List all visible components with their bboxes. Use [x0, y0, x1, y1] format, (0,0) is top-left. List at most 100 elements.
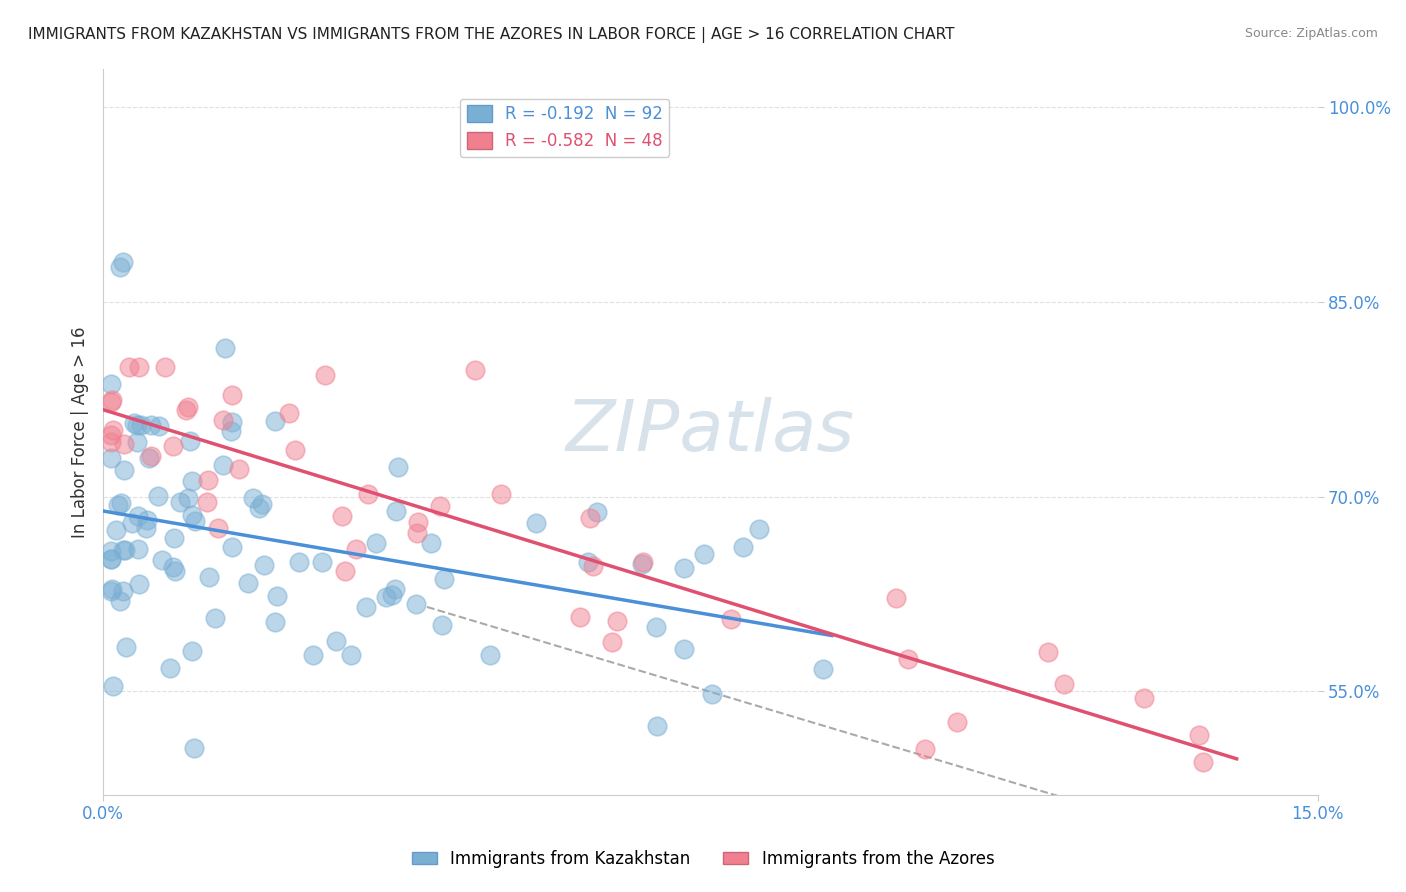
Immigrants from the Azores [197, 473, 219, 487]
Immigrants from Kazakhstan [381, 588, 404, 602]
Immigrants from Kazakhstan [100, 552, 122, 566]
Immigrants from Kazakhstan [122, 417, 145, 431]
Immigrants from Kazakhstan [645, 620, 668, 634]
Immigrants from Kazakhstan [121, 516, 143, 531]
Immigrants from Kazakhstan [702, 687, 724, 701]
Immigrants from Kazakhstan [180, 474, 202, 488]
Immigrants from Kazakhstan [287, 556, 309, 570]
Immigrants from Kazakhstan [387, 460, 409, 475]
Immigrants from Kazakhstan [301, 648, 323, 662]
Immigrants from the Azores [1188, 728, 1211, 742]
Immigrants from the Azores [141, 450, 163, 464]
Immigrants from the Azores [406, 525, 429, 540]
Immigrants from Kazakhstan [176, 491, 198, 506]
Immigrants from the Azores [228, 462, 250, 476]
Immigrants from Kazakhstan [159, 660, 181, 674]
Immigrants from Kazakhstan [432, 618, 454, 632]
Immigrants from the Azores [568, 610, 591, 624]
Immigrants from Kazakhstan [135, 520, 157, 534]
Immigrants from Kazakhstan [165, 565, 187, 579]
Immigrants from Kazakhstan [364, 536, 387, 550]
Immigrants from Kazakhstan [576, 556, 599, 570]
Immigrants from Kazakhstan [354, 599, 377, 614]
Immigrants from the Azores [633, 555, 655, 569]
Immigrants from Kazakhstan [374, 590, 396, 604]
Immigrants from the Azores [112, 437, 135, 451]
Immigrants from Kazakhstan [100, 583, 122, 598]
Immigrants from Kazakhstan [405, 597, 427, 611]
Immigrants from Kazakhstan [242, 491, 264, 505]
Immigrants from the Azores [330, 509, 353, 524]
Immigrants from the Azores [1192, 755, 1215, 769]
Immigrants from Kazakhstan [384, 504, 406, 518]
Immigrants from Kazakhstan [524, 516, 547, 531]
Immigrants from Kazakhstan [183, 740, 205, 755]
Immigrants from Kazakhstan [146, 490, 169, 504]
Immigrants from the Azores [221, 387, 243, 401]
Immigrants from Kazakhstan [127, 541, 149, 556]
Immigrants from the Azores [195, 495, 218, 509]
Immigrants from the Azores [100, 434, 122, 449]
Immigrants from Kazakhstan [181, 644, 204, 658]
Immigrants from Kazakhstan [325, 634, 347, 648]
Legend: R = -0.192  N = 92, R = -0.582  N = 48: R = -0.192 N = 92, R = -0.582 N = 48 [460, 99, 669, 157]
Immigrants from the Azores [1038, 645, 1060, 659]
Immigrants from Kazakhstan [100, 377, 122, 392]
Immigrants from Kazakhstan [162, 559, 184, 574]
Immigrants from the Azores [429, 499, 451, 513]
Immigrants from Kazakhstan [136, 513, 159, 527]
Immigrants from the Azores [946, 715, 969, 730]
Immigrants from the Azores [582, 558, 605, 573]
Immigrants from Kazakhstan [236, 575, 259, 590]
Immigrants from Kazakhstan [111, 255, 134, 269]
Immigrants from Kazakhstan [179, 434, 201, 449]
Immigrants from the Azores [914, 742, 936, 756]
Immigrants from Kazakhstan [184, 514, 207, 528]
Immigrants from Kazakhstan [419, 536, 441, 550]
Immigrants from the Azores [356, 487, 378, 501]
Immigrants from the Azores [314, 368, 336, 382]
Immigrants from Kazakhstan [108, 260, 131, 274]
Immigrants from Kazakhstan [748, 522, 770, 536]
Immigrants from the Azores [897, 652, 920, 666]
Immigrants from Kazakhstan [631, 557, 654, 571]
Immigrants from Kazakhstan [100, 552, 122, 566]
Immigrants from the Azores [212, 412, 235, 426]
Immigrants from the Azores [720, 612, 742, 626]
Immigrants from Kazakhstan [139, 417, 162, 432]
Immigrants from Kazakhstan [211, 458, 233, 472]
Immigrants from Kazakhstan [107, 498, 129, 512]
Immigrants from Kazakhstan [111, 584, 134, 599]
Immigrants from the Azores [101, 392, 124, 407]
Immigrants from the Azores [579, 511, 602, 525]
Immigrants from Kazakhstan [733, 540, 755, 554]
Immigrants from the Azores [162, 439, 184, 453]
Immigrants from Kazakhstan [264, 414, 287, 428]
Immigrants from Kazakhstan [127, 508, 149, 523]
Immigrants from the Azores [118, 359, 141, 374]
Immigrants from the Azores [100, 394, 122, 409]
Immigrants from Kazakhstan [104, 523, 127, 537]
Immigrants from Kazakhstan [221, 540, 243, 554]
Immigrants from Kazakhstan [131, 418, 153, 433]
Immigrants from Kazakhstan [169, 495, 191, 509]
Immigrants from Kazakhstan [114, 543, 136, 558]
Immigrants from the Azores [128, 359, 150, 374]
Immigrants from Kazakhstan [311, 555, 333, 569]
Immigrants from Kazakhstan [645, 719, 668, 733]
Immigrants from Kazakhstan [263, 615, 285, 630]
Immigrants from the Azores [103, 423, 125, 437]
Text: ZIPatlas: ZIPatlas [565, 397, 855, 467]
Immigrants from the Azores [1053, 676, 1076, 690]
Immigrants from Kazakhstan [813, 662, 835, 676]
Immigrants from Kazakhstan [221, 415, 243, 429]
Legend: Immigrants from Kazakhstan, Immigrants from the Azores: Immigrants from Kazakhstan, Immigrants f… [405, 844, 1001, 875]
Immigrants from Kazakhstan [148, 419, 170, 434]
Immigrants from Kazakhstan [197, 570, 219, 584]
Immigrants from the Azores [344, 541, 367, 556]
Immigrants from the Azores [284, 442, 307, 457]
Immigrants from the Azores [600, 635, 623, 649]
Immigrants from Kazakhstan [253, 558, 276, 573]
Immigrants from the Azores [174, 402, 197, 417]
Immigrants from the Azores [489, 487, 512, 501]
